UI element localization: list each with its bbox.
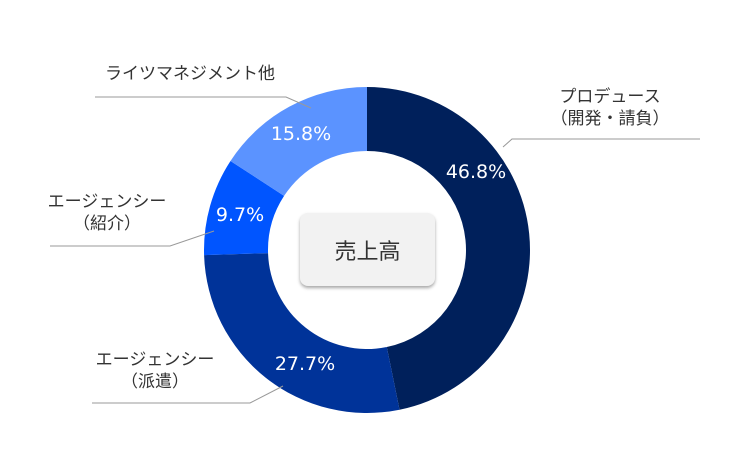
slice-rights: [230, 87, 367, 196]
category-label-agency-haken: エージェンシー （派遣）: [85, 349, 225, 393]
pct-label-agency-haken: 27.7%: [275, 353, 335, 375]
category-label-produce: プロデュース （開発・請負）: [540, 86, 680, 130]
pct-label-rights: 15.8%: [271, 123, 331, 145]
slice-produce: [367, 87, 530, 410]
category-label-line2: （紹介）: [73, 214, 141, 234]
pct-label-agency-shokai: 9.7%: [216, 204, 264, 226]
category-label-line2: （派遣）: [121, 372, 189, 392]
category-label-rights: ライツマネジメント他: [90, 63, 290, 85]
leader-line-rights: [95, 96, 312, 109]
donut-slices: [204, 87, 530, 413]
category-label-line1: ライツマネジメント他: [105, 64, 275, 84]
pct-label-produce: 46.8%: [446, 161, 506, 183]
slice-agency-haken: [204, 253, 400, 413]
leader-line-agency-shokai: [50, 230, 215, 247]
category-label-line1: エージェンシー: [95, 350, 215, 370]
category-label-line2: （開発・請負）: [550, 109, 670, 129]
leader-line-produce: [502, 138, 700, 148]
percent-labels: 46.8% 27.7% 9.7% 15.8%: [216, 123, 506, 375]
category-label-agency-shokai: エージェンシー （紹介）: [37, 191, 177, 235]
leader-line-agency-haken: [92, 385, 284, 404]
slice-agency-shokai: [204, 160, 285, 256]
category-label-line1: エージェンシー: [47, 192, 167, 212]
center-label: 売上高: [300, 213, 435, 286]
center-label-text: 売上高: [334, 239, 401, 265]
leader-lines: [50, 96, 700, 404]
category-label-line1: プロデュース: [559, 87, 661, 107]
